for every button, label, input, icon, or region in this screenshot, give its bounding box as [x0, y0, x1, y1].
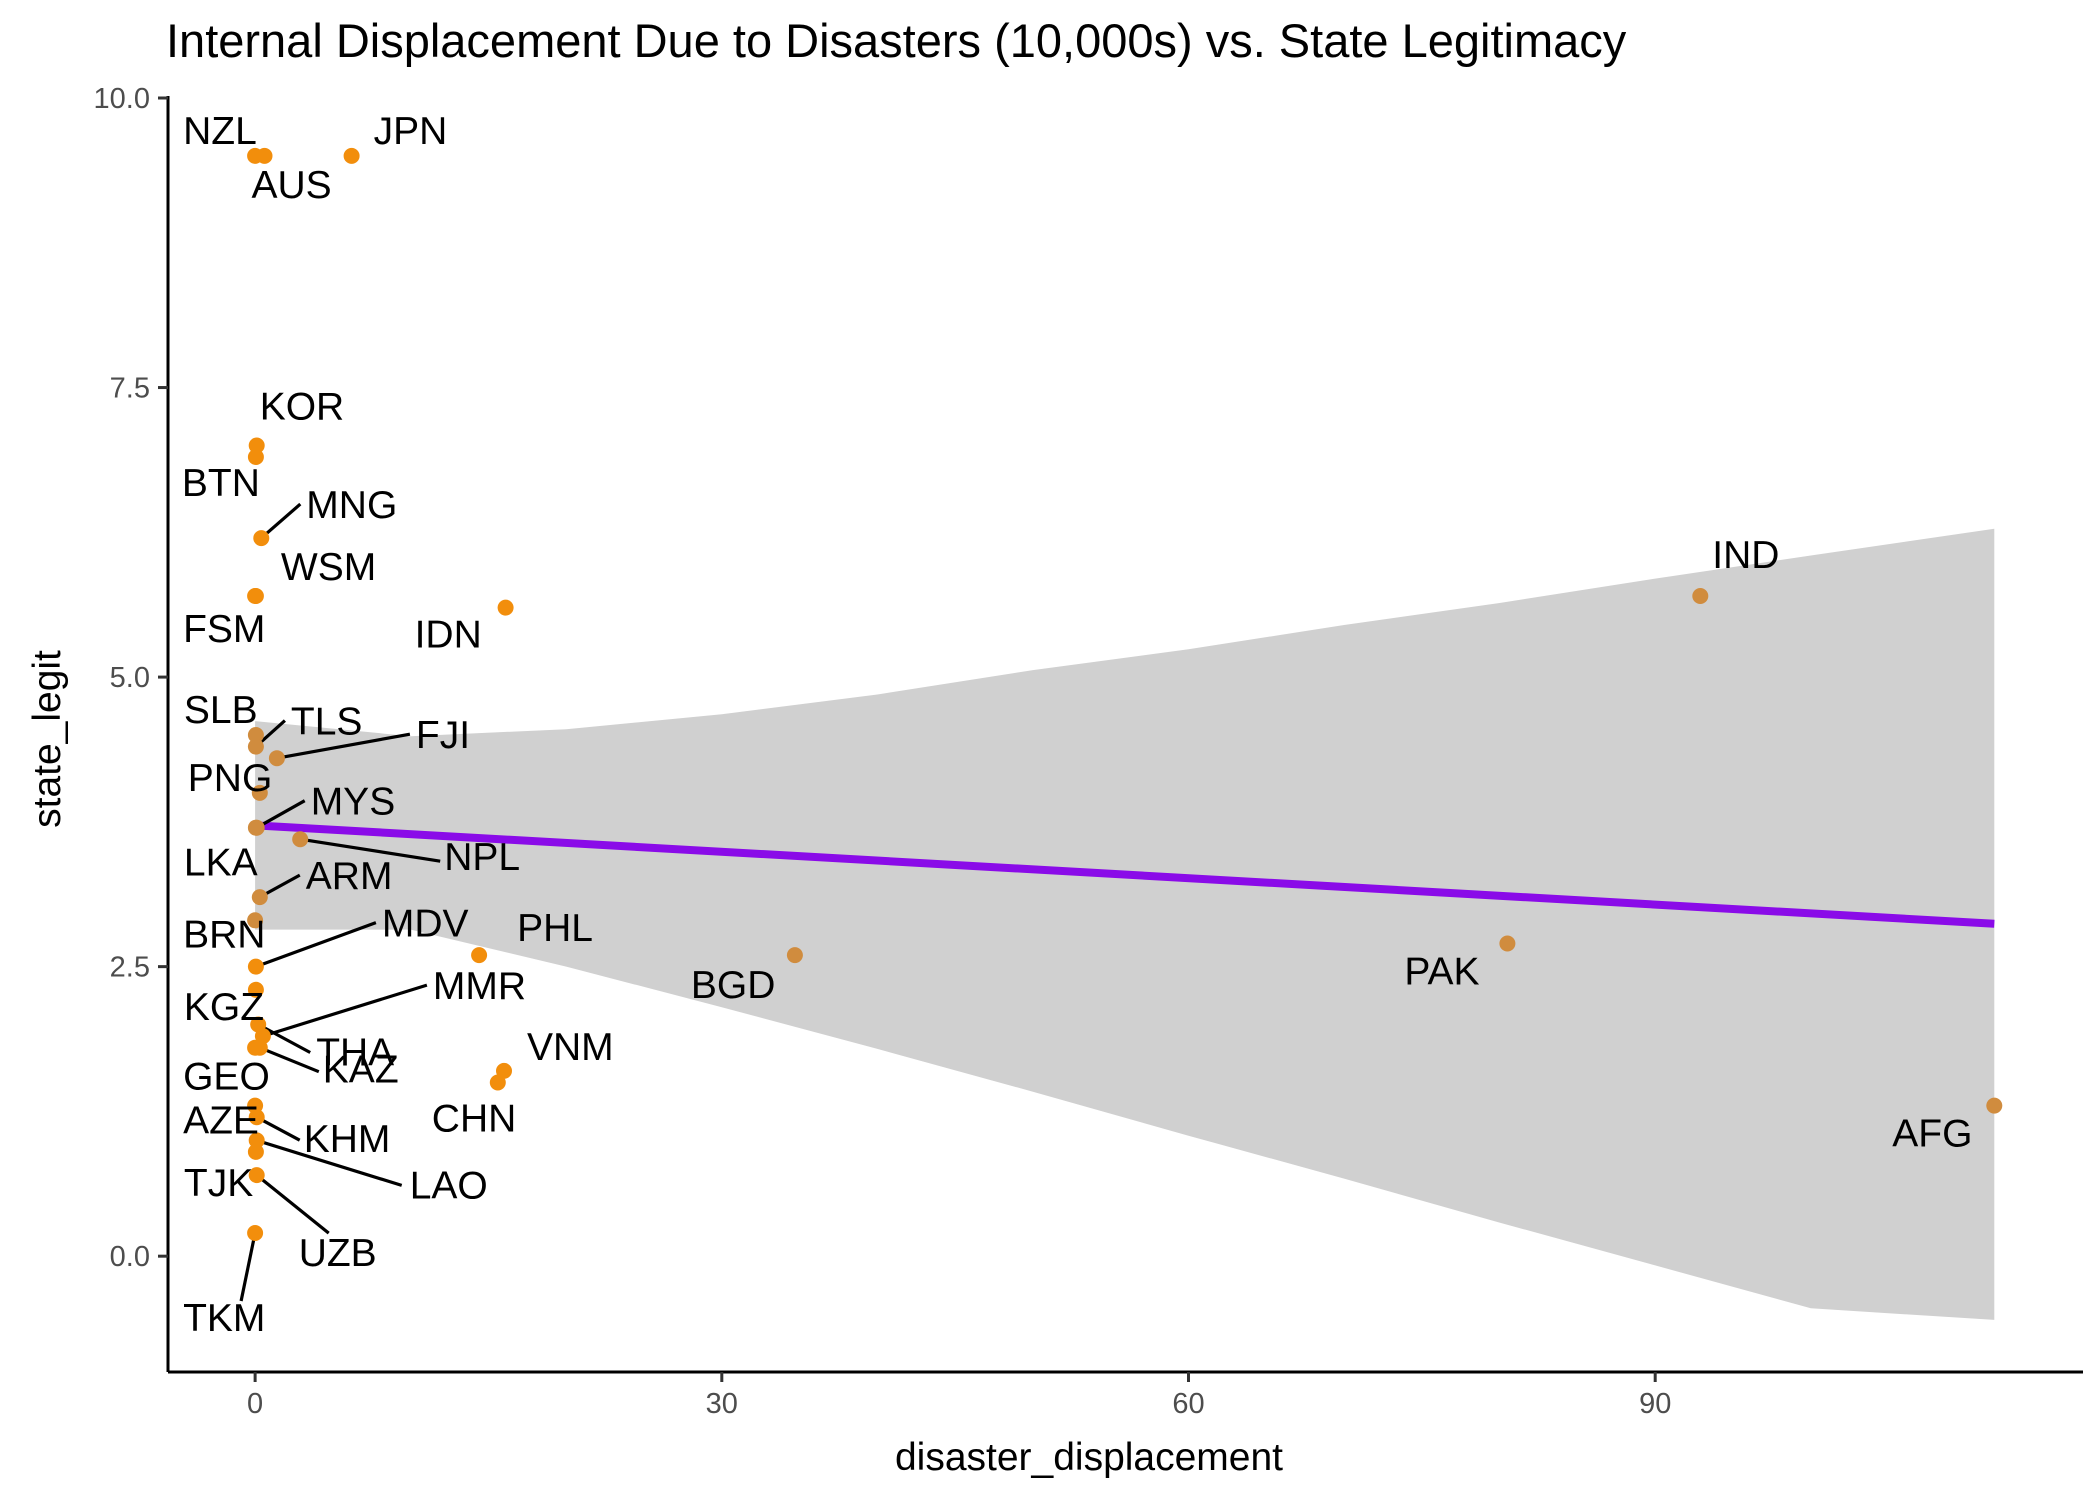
point-label-slb: SLB [184, 689, 258, 732]
point-label-afg: AFG [1892, 1113, 1972, 1156]
leader-line-mys [255, 799, 306, 830]
point-label-aus: AUS [252, 164, 332, 207]
x-tick-label-0: 0 [247, 1388, 263, 1420]
leader-line-uzb [255, 1173, 330, 1235]
data-point-ind [1692, 588, 1709, 604]
y-tick-label-1: 2.5 [110, 952, 150, 984]
axes: 0 30 60 90 0.0 2.5 5.0 7.5 10.0 [94, 83, 2083, 1420]
point-label-aze: AZE [183, 1100, 259, 1143]
x-tick-label-2: 60 [1172, 1388, 1204, 1420]
data-point-kor [248, 437, 265, 454]
point-label-kgz: KGZ [184, 986, 264, 1029]
data-point-mng [253, 530, 270, 547]
point-label-uzb: UZB [299, 1232, 377, 1275]
data-point-lao [248, 1132, 265, 1149]
point-label-vnm: VNM [527, 1026, 614, 1069]
data-point-lka [247, 819, 264, 836]
leader-line-mdv [255, 921, 377, 969]
data-point-tjk [247, 1143, 264, 1160]
data-point-npl [292, 831, 309, 848]
point-label-idn: IDN [415, 614, 482, 657]
fit-line-layer [254, 821, 1995, 928]
point-label-tkm: TKM [183, 1297, 265, 1340]
data-point-aus [256, 147, 273, 164]
chart-title: Internal Displacement Due to Disasters (… [166, 14, 1627, 67]
point-label-mng: MNG [306, 484, 397, 527]
y-tick-label-2: 5.0 [110, 662, 150, 694]
point-label-tjk: TJK [184, 1162, 253, 1205]
data-point-chn [489, 1074, 506, 1091]
point-label-bgd: BGD [691, 964, 776, 1007]
point-label-nzl: NZL [183, 110, 257, 153]
point-label-tls: TLS [291, 701, 363, 744]
point-label-tha: THA [316, 1032, 394, 1075]
leader-line-tkm [239, 1232, 257, 1302]
leader-line-kaz [259, 1046, 320, 1074]
y-tick-label-4: 10.0 [94, 83, 150, 115]
regression-line [254, 821, 1995, 928]
data-point-png [251, 784, 268, 801]
point-label-pak: PAK [1404, 951, 1479, 994]
data-point-afg [1986, 1097, 2003, 1114]
data-point-tls [247, 738, 264, 755]
confidence-band [255, 528, 1995, 1320]
point-label-npl: NPL [444, 836, 520, 879]
point-label-arm: ARM [306, 855, 393, 898]
data-point-pak [1499, 935, 1516, 952]
x-tick-label-1: 30 [706, 1388, 738, 1420]
leader-line-khm [255, 1115, 301, 1142]
leader-line-mmr [262, 983, 428, 1038]
data-point-kgz [247, 981, 264, 998]
point-label-chn: CHN [432, 1098, 517, 1141]
data-point-arm [251, 889, 268, 906]
data-point-jpn [343, 147, 360, 164]
point-label-mys: MYS [311, 781, 396, 824]
y-axis-label: state_legit [26, 650, 69, 828]
leader-line-fji [276, 732, 411, 760]
data-point-fji [268, 750, 285, 767]
point-label-khm: KHM [304, 1118, 391, 1161]
data-point-phl [471, 947, 488, 964]
y-tick-label-3: 7.5 [110, 373, 150, 405]
point-label-kor: KOR [260, 386, 345, 429]
point-label-png: PNG [188, 757, 273, 800]
point-label-geo: GEO [183, 1056, 270, 1099]
data-point-geo [247, 1039, 264, 1056]
data-point-brn [247, 912, 264, 929]
point-label-brn: BRN [183, 913, 265, 956]
leader-line-mng [260, 502, 302, 540]
point-label-kaz: KAZ [323, 1049, 399, 1092]
leader-line-npl [299, 837, 441, 863]
leader-line-lao [256, 1138, 403, 1187]
point-label-btn: BTN [182, 462, 260, 505]
point-label-lao: LAO [410, 1164, 488, 1207]
data-point-bgd [786, 947, 803, 964]
point-label-wsm: WSM [281, 546, 376, 589]
point-label-phl: PHL [517, 907, 593, 950]
point-label-mmr: MMR [433, 965, 526, 1008]
data-point-khm [248, 1109, 265, 1126]
data-point-uzb [248, 1167, 265, 1184]
data-point-layer [247, 147, 2003, 1241]
point-label-lka: LKA [184, 842, 258, 885]
data-point-fsm [247, 588, 264, 604]
x-axis-label: disaster_displacement [895, 1436, 1283, 1479]
point-label-fsm: FSM [183, 608, 265, 651]
point-label-ind: IND [1712, 534, 1779, 577]
data-point-tkm [247, 1225, 264, 1241]
point-label-fji: FJI [416, 714, 470, 757]
confidence-band-layer [255, 528, 1995, 1320]
data-point-mdv [247, 958, 264, 975]
y-tick-label-0: 0.0 [110, 1241, 150, 1273]
data-point-slb [247, 727, 264, 743]
x-tick-label-3: 90 [1639, 1388, 1671, 1420]
point-label-jpn: JPN [374, 110, 448, 153]
data-point-idn [497, 599, 514, 616]
point-label-mdv: MDV [382, 903, 469, 946]
data-point-btn [247, 449, 264, 465]
